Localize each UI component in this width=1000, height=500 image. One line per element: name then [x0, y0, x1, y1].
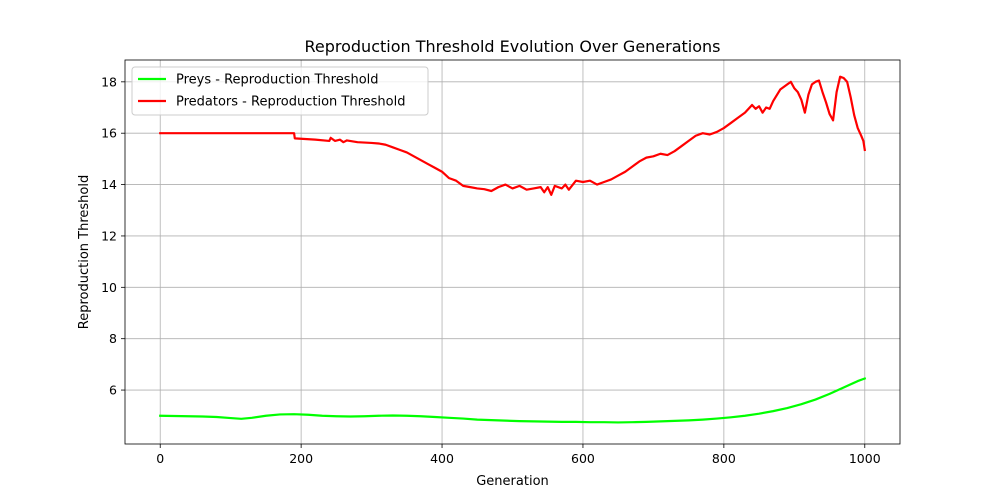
y-tick-label: 18 — [101, 74, 117, 89]
y-axis-title: Reproduction Threshold — [77, 175, 92, 329]
x-tick-label: 200 — [289, 451, 313, 466]
y-tick-label: 6 — [109, 383, 117, 398]
y-tick-label: 8 — [109, 331, 117, 346]
legend-box — [131, 66, 429, 116]
series-line-preys — [159, 377, 867, 424]
legend-label-preys: Preys - Reproduction Threshold — [176, 73, 379, 88]
legend-label-predators: Predators - Reproduction Threshold — [176, 95, 405, 110]
y-tick-label: 14 — [101, 177, 117, 192]
y-tick-label: 16 — [101, 126, 117, 141]
x-tick-label: 800 — [712, 451, 736, 466]
x-tick-label: 1000 — [849, 451, 881, 466]
x-tick-label: 0 — [156, 451, 164, 466]
axis-ticks: 0 200 400 600 800 1000 6 8 10 12 14 16 18 — [101, 74, 881, 466]
x-tick-label: 400 — [430, 451, 454, 466]
x-tick-label: 600 — [571, 451, 595, 466]
plot-area — [159, 75, 867, 424]
series-line-predators — [159, 75, 867, 196]
grid — [125, 60, 900, 444]
axes-frame — [124, 59, 901, 445]
x-axis-title: Generation — [476, 474, 549, 489]
y-tick-label: 12 — [101, 228, 117, 243]
y-tick-label: 10 — [101, 280, 117, 295]
legend: Preys - Reproduction Threshold Predators … — [131, 66, 429, 116]
chart-title: Reproduction Threshold Evolution Over Ge… — [304, 37, 720, 56]
